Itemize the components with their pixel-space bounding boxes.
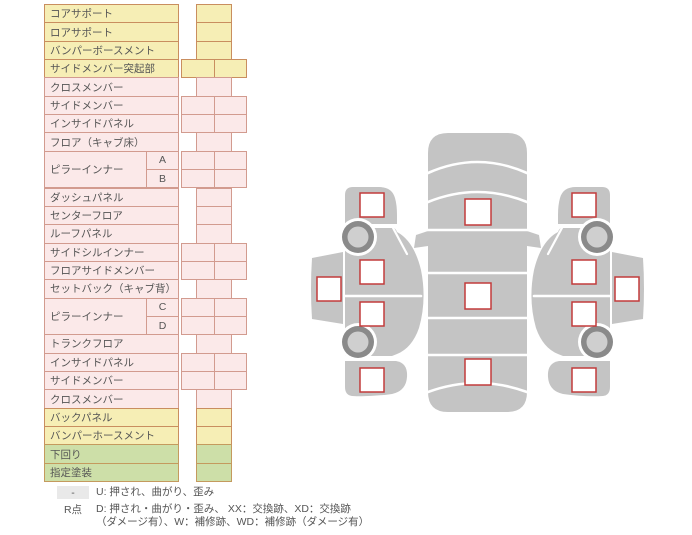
damage-cell-left[interactable] — [181, 114, 215, 134]
part-label: クロスメンバー — [44, 77, 179, 97]
damage-cell[interactable] — [196, 279, 232, 299]
damage-marker-right-front-door[interactable] — [571, 259, 597, 285]
damage-marker-left-outer-panel[interactable] — [316, 276, 342, 302]
part-label: サイドメンバー — [44, 371, 179, 391]
part-label: フロアサイドメンバー — [44, 260, 179, 281]
damage-cell[interactable] — [196, 426, 232, 446]
front-wheel-icon — [339, 218, 377, 256]
damage-marker-left-front-door[interactable] — [359, 259, 385, 285]
side-gap-diagonal — [390, 224, 409, 256]
part-sub-label: C — [146, 297, 179, 317]
damage-cell-right[interactable] — [214, 352, 247, 372]
damage-marker-top-view-center[interactable] — [464, 282, 492, 310]
part-label: バックパネル — [44, 407, 179, 428]
damage-marker-right-outer-panel[interactable] — [614, 276, 640, 302]
damage-cell-right[interactable] — [214, 59, 247, 79]
damage-cell[interactable] — [196, 77, 232, 97]
damage-cell-right[interactable] — [214, 95, 247, 116]
damage-cell[interactable] — [196, 407, 232, 428]
part-label: 下回り — [44, 444, 179, 464]
damage-cell-left[interactable] — [181, 242, 215, 262]
legend-text: U: 押され、曲がり、歪み — [96, 486, 215, 498]
damage-marker-top-view-rear[interactable] — [464, 358, 492, 386]
damage-marker-left-front-fender[interactable] — [359, 192, 385, 218]
part-label: トランクフロア — [44, 334, 179, 354]
car-diagram — [311, 133, 646, 412]
damage-cell-right[interactable] — [214, 114, 247, 134]
damage-cell-left[interactable] — [181, 169, 215, 189]
part-label: ピラーインナー — [44, 297, 147, 336]
damage-cell[interactable] — [196, 4, 232, 24]
damage-marker-right-rear-door[interactable] — [571, 301, 597, 327]
part-label: クロスメンバー — [44, 389, 179, 409]
damage-markers — [316, 192, 640, 393]
right-mirror — [527, 231, 541, 248]
part-label: ルーフパネル — [44, 224, 179, 244]
damage-cell-left[interactable] — [181, 297, 215, 317]
legend-swatch: - — [57, 486, 89, 499]
damage-cell[interactable] — [196, 462, 232, 483]
damage-cell-right[interactable] — [214, 169, 247, 189]
part-label: インサイドパネル — [44, 114, 179, 134]
damage-cell-left[interactable] — [181, 371, 215, 391]
damage-cell[interactable] — [196, 22, 232, 42]
part-label: バンパーホースメント — [44, 426, 179, 446]
part-label: ピラーインナー — [44, 150, 147, 189]
damage-cell-right[interactable] — [214, 242, 247, 262]
part-label: センターフロア — [44, 205, 179, 226]
damage-cell[interactable] — [196, 224, 232, 244]
windshield-gap-line — [426, 160, 529, 175]
legend-row: - U: 押され、曲がり、歪み — [57, 486, 369, 500]
legend-row: R点 D: 押され・曲がり・歪み、 XX：交換跡、XD：交換跡 （ダメージ有）、W… — [57, 503, 369, 530]
damage-cell-right[interactable] — [214, 371, 247, 391]
damage-cell[interactable] — [196, 334, 232, 354]
damage-cell[interactable] — [196, 132, 232, 152]
damage-cell-right[interactable] — [214, 315, 247, 336]
damage-marker-left-rear-fender[interactable] — [359, 367, 385, 393]
part-label: 指定塗装 — [44, 462, 179, 483]
part-sub-label: D — [146, 315, 179, 336]
damage-cell[interactable] — [196, 40, 232, 61]
hood-gap-line — [426, 190, 529, 204]
damage-cell[interactable] — [196, 187, 232, 207]
parts-table: コアサポート ロアサポート バンパーボースメント サイドメンバー突起部 クロスメンバーサ… — [44, 4, 248, 483]
damage-marker-top-view-front[interactable] — [464, 198, 492, 226]
damage-marker-left-rear-door[interactable] — [359, 301, 385, 327]
part-label: セットバック（キャブ背） — [44, 279, 179, 299]
legend-key-label: R点 — [63, 503, 83, 516]
part-label: フロア（キャブ床） — [44, 132, 179, 152]
damage-cell-left[interactable] — [181, 150, 215, 171]
part-sub-label: A — [146, 150, 179, 171]
part-label: サイドメンバー — [44, 95, 179, 116]
damage-cell-left[interactable] — [181, 315, 215, 336]
legend: - U: 押され、曲がり、歪み R点 D: 押され・曲がり・歪み、 XX：交換跡、XD… — [57, 486, 369, 533]
damage-cell-left[interactable] — [181, 352, 215, 372]
damage-cell[interactable] — [196, 444, 232, 464]
damage-cell-right[interactable] — [214, 297, 247, 317]
part-label: サイドシルインナー — [44, 242, 179, 262]
part-label: バンパーボースメント — [44, 40, 179, 61]
part-sub-label: B — [146, 169, 179, 189]
part-label: ロアサポート — [44, 22, 179, 42]
damage-cell-left[interactable] — [181, 59, 215, 79]
rear-wheel-icon — [339, 323, 377, 361]
part-label: ダッシュパネル — [44, 187, 179, 207]
damage-cell[interactable] — [196, 389, 232, 409]
part-label: コアサポート — [44, 4, 179, 24]
legend-text: D: 押され・曲がり・歪み、 XX：交換跡、XD：交換跡 （ダメージ有）、W：補… — [96, 502, 370, 529]
part-label: インサイドパネル — [44, 352, 179, 372]
part-label: サイドメンバー突起部 — [44, 59, 179, 79]
damage-cell-right[interactable] — [214, 150, 247, 171]
damage-cell-left[interactable] — [181, 260, 215, 281]
damage-marker-right-rear-fender[interactable] — [571, 367, 597, 393]
damage-cell-left[interactable] — [181, 95, 215, 116]
car-top-view — [414, 133, 541, 412]
damage-cell[interactable] — [196, 205, 232, 226]
left-mirror — [414, 231, 428, 248]
damage-marker-right-front-fender[interactable] — [571, 192, 597, 218]
damage-cell-right[interactable] — [214, 260, 247, 281]
